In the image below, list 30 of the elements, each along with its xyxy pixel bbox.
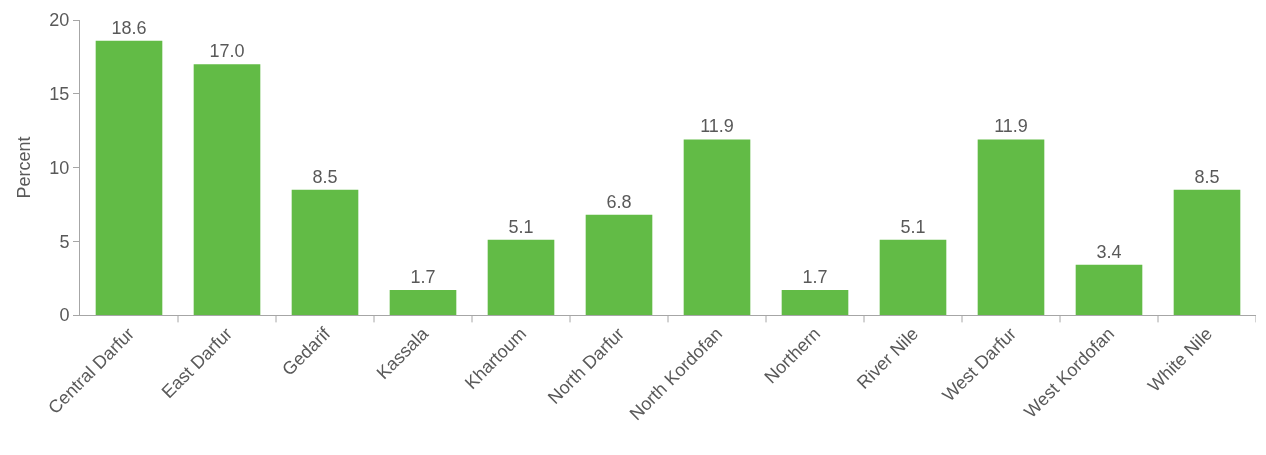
y-tick-label: 5 (59, 231, 70, 252)
bar (879, 239, 947, 315)
bar (193, 64, 261, 315)
y-tick-label: 20 (49, 10, 70, 31)
bar (95, 40, 163, 315)
y-tick-label: 10 (49, 157, 70, 178)
bar (781, 289, 849, 315)
bar (487, 239, 555, 315)
y-tick-label: 0 (59, 305, 70, 326)
bar (389, 289, 457, 315)
bar (1173, 189, 1241, 315)
data-label: 6.8 (606, 191, 632, 212)
data-label: 5.1 (508, 216, 534, 237)
bar (585, 214, 653, 315)
data-label: 11.9 (700, 116, 734, 137)
data-label: 17.0 (209, 41, 245, 62)
bar (1075, 264, 1143, 315)
data-label: 18.6 (111, 17, 147, 38)
data-label: 8.5 (1194, 166, 1220, 187)
bar (977, 139, 1045, 315)
data-label: 5.1 (900, 216, 926, 237)
y-tick-label: 15 (49, 84, 70, 105)
data-label: 11.9 (994, 116, 1028, 137)
data-label: 1.7 (410, 266, 436, 287)
data-label: 1.7 (802, 266, 828, 287)
y-axis-title: Percent (13, 136, 34, 199)
data-label: 8.5 (312, 166, 338, 187)
bar (683, 139, 751, 315)
bar (291, 189, 359, 315)
data-label: 3.4 (1096, 241, 1122, 262)
